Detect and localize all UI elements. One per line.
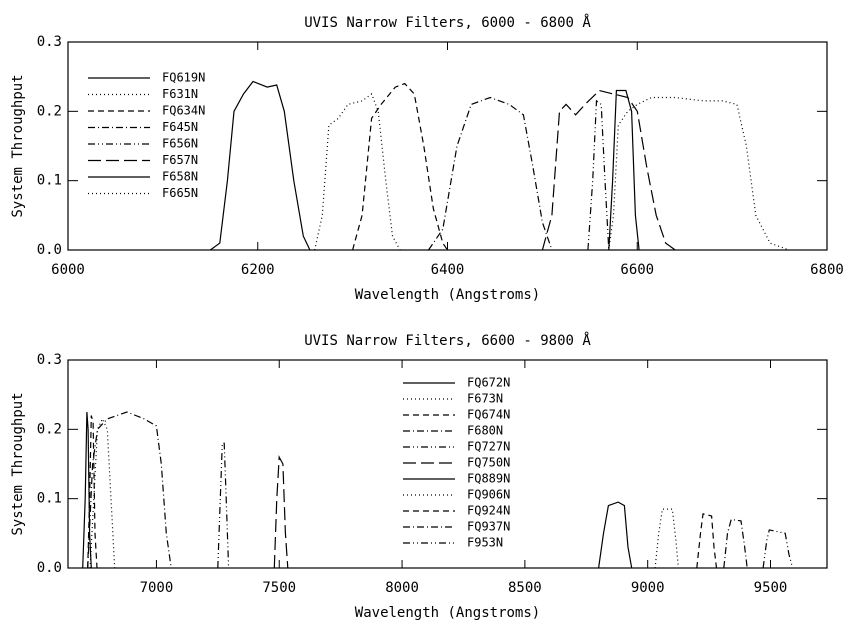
filter-curve [608, 89, 640, 250]
legend-label: F645N [162, 120, 198, 134]
filter-curve [541, 89, 676, 250]
y-tick-label: 0.2 [37, 421, 62, 437]
filter-curve [587, 99, 610, 250]
legend-label: F657N [162, 153, 198, 167]
filter-curve [82, 411, 92, 568]
legend-label: F631N [162, 87, 198, 101]
filter-curve [209, 80, 311, 250]
filter-curve [608, 96, 790, 250]
x-tick-label: 6200 [241, 262, 275, 278]
x-tick-label: 8500 [508, 580, 542, 596]
legend-label: F658N [162, 170, 198, 184]
y-tick-label: 0.0 [37, 242, 62, 258]
filter-curve [723, 518, 748, 568]
y-tick-label: 0.0 [37, 560, 62, 576]
legend-label: FQ619N [162, 71, 205, 85]
x-tick-label: 9500 [754, 580, 788, 596]
filter-curve [598, 501, 633, 568]
plot-frame [67, 359, 828, 569]
legend-label: FQ906N [467, 488, 510, 502]
legend-label: FQ672N [467, 376, 510, 390]
chart-title: UVIS Narrow Filters, 6000 - 6800 Å [304, 14, 591, 31]
legend-label: FQ924N [467, 504, 510, 518]
filter-curve [762, 529, 794, 568]
legend-label: FQ889N [467, 472, 510, 486]
legend-label: F656N [162, 137, 198, 151]
x-tick-label: 6600 [620, 262, 654, 278]
legend-label: FQ674N [467, 408, 510, 422]
x-axis-label: Wavelength (Angstroms) [355, 605, 540, 621]
filter-curve [696, 513, 718, 568]
x-axis-label: Wavelength (Angstroms) [355, 287, 540, 303]
y-axis-label: System Throughput [10, 392, 26, 535]
x-tick-label: 8000 [385, 580, 419, 596]
plot-frame [67, 41, 828, 251]
y-tick-label: 0.2 [37, 103, 62, 119]
y-tick-label: 0.3 [37, 34, 62, 50]
y-axis-label: System Throughput [10, 74, 26, 217]
legend-label: F680N [467, 424, 503, 438]
legend-label: F953N [467, 536, 503, 550]
x-tick-label: 7500 [262, 580, 296, 596]
filter-curve [87, 411, 172, 568]
legend-label: FQ634N [162, 104, 205, 118]
filter-curve [654, 508, 679, 568]
x-tick-label: 9000 [631, 580, 665, 596]
y-tick-label: 0.1 [37, 491, 62, 507]
legend-label: F665N [162, 186, 198, 200]
x-tick-label: 7000 [140, 580, 174, 596]
legend-label: FQ937N [467, 520, 510, 534]
legend-label: FQ727N [467, 440, 510, 454]
x-tick-label: 6800 [810, 262, 844, 278]
filter-curve [273, 454, 289, 568]
legend-label: FQ750N [467, 456, 510, 470]
y-tick-label: 0.1 [37, 173, 62, 189]
x-tick-label: 6400 [431, 262, 465, 278]
filter-curve [428, 96, 553, 250]
chart-title: UVIS Narrow Filters, 6600 - 9800 Å [304, 332, 591, 349]
y-tick-label: 0.3 [37, 352, 62, 368]
filter-curve [314, 93, 401, 250]
filter-curve [217, 442, 230, 568]
filter-curve [352, 82, 448, 250]
x-tick-label: 6000 [51, 262, 85, 278]
legend-label: F673N [467, 392, 503, 406]
